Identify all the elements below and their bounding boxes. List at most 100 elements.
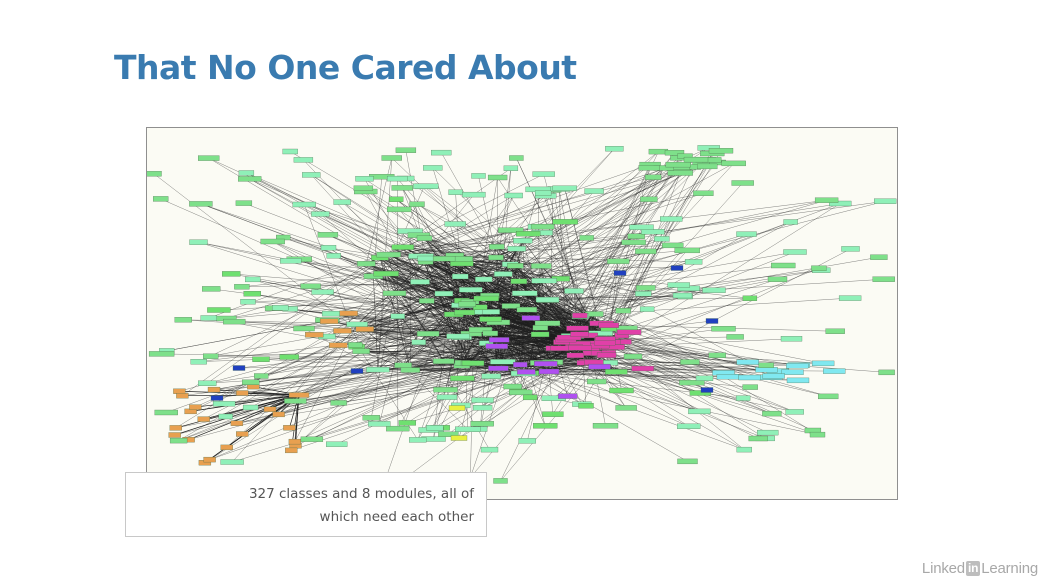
class-node — [488, 337, 510, 343]
dependency-edge — [425, 261, 548, 324]
dependency-edge — [388, 162, 717, 255]
logo-text-learning: Learning — [981, 560, 1038, 577]
class-node — [488, 365, 509, 372]
class-node — [530, 223, 555, 230]
class-node — [530, 331, 550, 338]
class-node — [494, 271, 513, 277]
dependency-edge — [510, 200, 827, 265]
class-node — [311, 211, 330, 217]
class-node — [786, 363, 809, 369]
class-node — [423, 165, 443, 171]
dependency-edge — [540, 266, 550, 372]
dependency-edge — [441, 152, 541, 328]
dependency-edge — [541, 265, 678, 269]
class-node — [245, 276, 261, 283]
class-node — [292, 201, 316, 208]
dependency-edge — [433, 255, 456, 440]
class-node — [198, 155, 220, 161]
dependency-edge — [424, 237, 516, 267]
class-node — [218, 413, 233, 420]
dependency-edge — [234, 321, 365, 330]
class-node — [621, 239, 646, 246]
class-node — [169, 425, 182, 431]
dependency-edge — [483, 279, 578, 329]
class-node — [252, 356, 270, 362]
class-node — [616, 329, 642, 335]
dependency-edge — [278, 394, 300, 415]
class-node — [300, 436, 324, 442]
class-node — [762, 373, 785, 379]
class-node — [238, 176, 262, 182]
class-node — [242, 404, 259, 411]
class-node — [376, 251, 401, 258]
class-node — [534, 320, 561, 326]
class-node — [689, 390, 712, 396]
dependency-edge — [161, 353, 589, 362]
class-node — [566, 352, 585, 359]
dependency-edge — [594, 297, 851, 315]
class-node — [189, 239, 208, 245]
dependency-edge — [424, 237, 542, 267]
class-node — [660, 216, 683, 222]
class-node — [531, 263, 552, 269]
dependency-edge — [579, 167, 650, 316]
class-node — [516, 231, 541, 237]
class-node — [695, 375, 714, 381]
linkedin-learning-logo: Linked in Learning — [922, 560, 1038, 577]
class-node — [386, 425, 410, 432]
class-node — [697, 163, 718, 170]
class-node — [665, 161, 691, 168]
dependency-edge — [489, 236, 637, 296]
class-node — [534, 190, 552, 196]
dependency-edge — [182, 263, 367, 396]
class-node — [615, 405, 637, 411]
class-node — [878, 369, 895, 376]
class-node — [726, 334, 744, 340]
class-node — [389, 196, 404, 202]
class-node — [190, 359, 207, 365]
class-node — [731, 180, 754, 186]
class-node — [623, 353, 643, 360]
class-node — [236, 431, 249, 437]
class-node — [454, 309, 475, 316]
class-node — [487, 174, 508, 181]
class-node — [509, 155, 524, 161]
class-node — [521, 315, 541, 321]
class-node — [609, 387, 634, 394]
dependency-edge — [394, 193, 704, 294]
dependency-edge — [545, 363, 689, 427]
dependency-edge — [405, 178, 497, 248]
dependency-edge — [410, 342, 487, 371]
class-node — [329, 342, 348, 348]
graph-nodes — [147, 145, 897, 495]
dependency-edge — [498, 293, 526, 369]
dependency-edge — [547, 299, 767, 366]
class-node — [605, 369, 628, 375]
dependency-edge — [272, 241, 398, 317]
class-node — [419, 298, 435, 304]
class-node — [503, 383, 522, 390]
class-node — [493, 478, 508, 484]
dependency-edge — [213, 389, 300, 396]
dependency-edge — [379, 164, 651, 258]
class-node — [667, 282, 690, 288]
dependency-edge — [462, 362, 617, 373]
dependency-edge — [599, 345, 700, 412]
class-node — [470, 421, 494, 427]
class-node — [504, 192, 523, 199]
dependency-edge — [373, 276, 379, 370]
class-node — [531, 278, 557, 284]
class-node — [169, 437, 188, 444]
class-node — [293, 157, 314, 163]
class-node — [450, 375, 475, 381]
class-node — [368, 421, 391, 427]
dependency-edge — [600, 332, 798, 366]
class-node — [355, 176, 374, 182]
class-node — [781, 369, 804, 375]
class-node — [434, 290, 454, 297]
dependency-edge — [579, 170, 683, 335]
class-node — [670, 265, 684, 271]
class-node — [762, 410, 782, 417]
class-node — [872, 276, 895, 282]
class-node — [387, 175, 408, 182]
